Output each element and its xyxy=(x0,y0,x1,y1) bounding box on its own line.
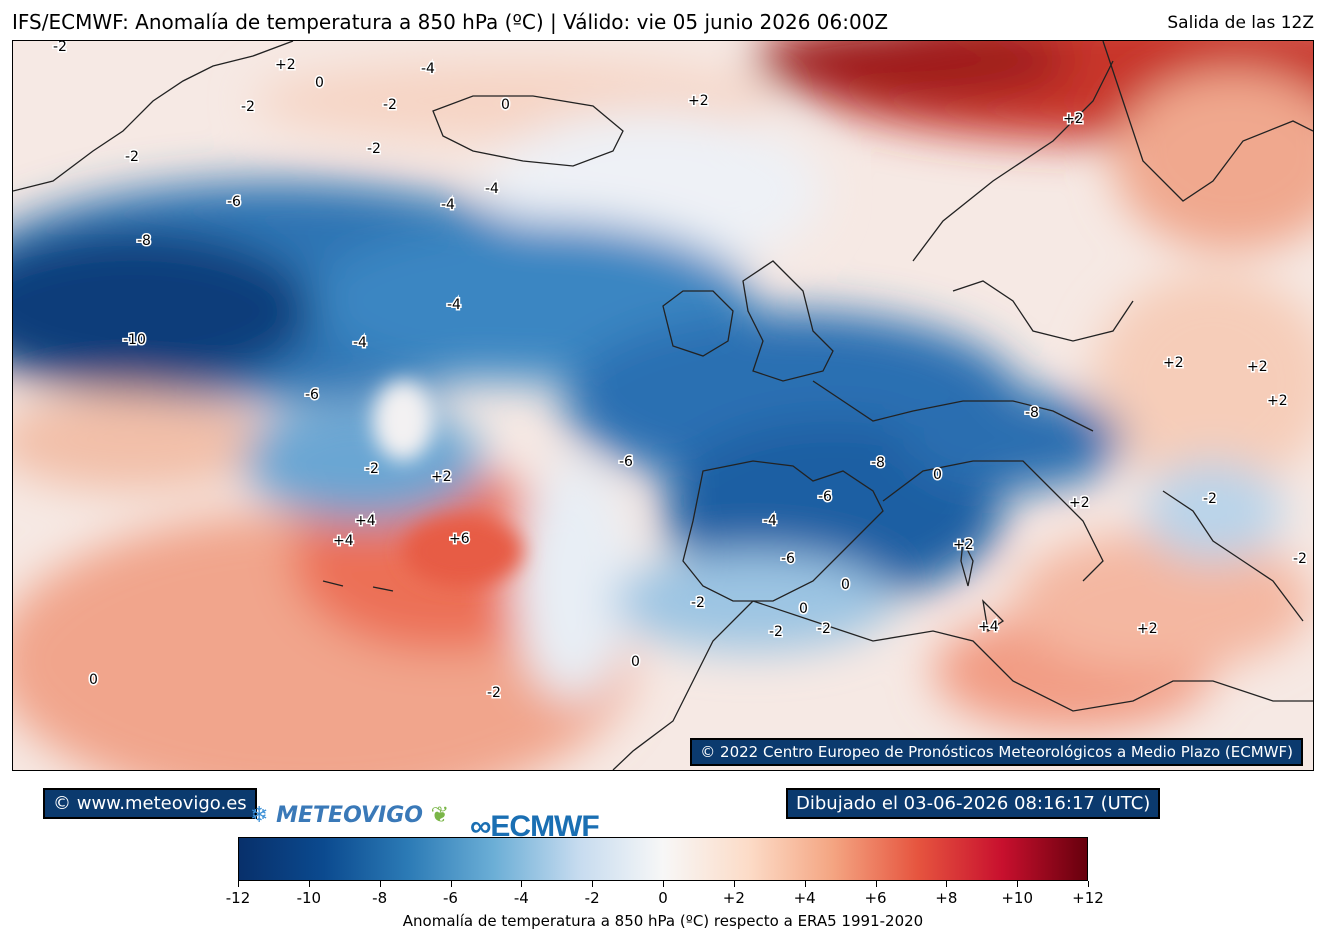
colorbar-tick xyxy=(804,881,806,887)
contour-labels: -2 +2 0 -4 -2 0 +2 -2 +2 -2 -2 -6 -4 -4 … xyxy=(52,41,1309,703)
contour-label: -4 xyxy=(447,297,461,313)
contour-label: +4 xyxy=(355,513,376,529)
contour-label: +6 xyxy=(449,531,470,547)
contour-label: +4 xyxy=(978,619,999,635)
contour-label: -2 xyxy=(53,41,67,55)
contour-label: -2 xyxy=(125,149,139,165)
contour-label: -2 xyxy=(365,461,379,477)
contour-label: -2 xyxy=(241,99,255,115)
meteovigo-logo: ❄ METEOVIGO ❦ xyxy=(250,803,449,828)
colorbar-tick-label: +6 xyxy=(864,889,887,907)
map-title: IFS/ECMWF: Anomalía de temperatura a 850… xyxy=(12,10,889,34)
colorbar-tick-label: -6 xyxy=(443,889,458,907)
colorbar-tick-label: -10 xyxy=(296,889,322,907)
contour-label: +2 xyxy=(1267,393,1288,409)
contour-label: -2 xyxy=(691,595,705,611)
colorbar xyxy=(238,837,1088,881)
colorbar-tick-label: -4 xyxy=(513,889,529,907)
anomaly-field xyxy=(13,41,1313,770)
leaf-icon: ❦ xyxy=(430,803,450,828)
colorbar-tick xyxy=(733,881,735,887)
colorbar-tick-label: +10 xyxy=(1001,889,1033,907)
colorbar-tick xyxy=(308,881,310,887)
colorbar-tick xyxy=(379,881,381,887)
contour-label: -4 xyxy=(485,181,499,197)
meteovigo-logo-text: METEOVIGO xyxy=(276,803,423,828)
contour-label: -4 xyxy=(421,61,435,77)
colorbar-tick-label: -8 xyxy=(372,889,388,907)
colorbar-tick xyxy=(592,881,594,887)
site-credit[interactable]: © www.meteovigo.es xyxy=(43,788,257,819)
contour-label: +2 xyxy=(431,469,452,485)
contour-label: +2 xyxy=(1063,111,1084,127)
colorbar-tick-label: +2 xyxy=(722,889,745,907)
temperature-anomaly-map: -2 +2 0 -4 -2 0 +2 -2 +2 -2 -2 -6 -4 -4 … xyxy=(12,40,1314,771)
colorbar-tick xyxy=(521,881,523,887)
ecmwf-mark-icon: ∞ xyxy=(470,810,491,843)
colorbar-tick-label: -12 xyxy=(225,889,251,907)
contour-label: -6 xyxy=(227,194,241,210)
contour-label: -10 xyxy=(123,332,146,348)
colorbar-tick xyxy=(875,881,877,887)
colorbar-tick-label: +12 xyxy=(1072,889,1104,907)
contour-label: +2 xyxy=(1137,621,1158,637)
colorbar-tick xyxy=(663,881,664,887)
colorbar-tick xyxy=(1017,881,1019,887)
contour-label: 0 xyxy=(631,654,640,670)
ecmwf-copyright: © 2022 Centro Europeo de Pronósticos Met… xyxy=(690,738,1303,766)
contour-label: -2 xyxy=(817,621,831,637)
colorbar-tick xyxy=(238,881,239,887)
contour-label: -2 xyxy=(367,141,381,157)
colorbar-tick-label: +8 xyxy=(935,889,958,907)
contour-label: -8 xyxy=(137,233,151,249)
contour-label: 0 xyxy=(89,672,98,688)
contour-label: +2 xyxy=(1069,495,1090,511)
colorbar-tick-label: +4 xyxy=(793,889,816,907)
contour-label: +2 xyxy=(1163,355,1184,371)
contour-label: +2 xyxy=(275,57,296,73)
colorbar-tick xyxy=(1088,881,1089,887)
contour-label: -2 xyxy=(383,97,397,113)
contour-label: -8 xyxy=(1025,405,1039,421)
contour-label: -4 xyxy=(353,335,367,351)
colorbar-tick xyxy=(946,881,948,887)
contour-label: -4 xyxy=(441,197,455,213)
coastlines xyxy=(13,41,1313,770)
contour-label: 0 xyxy=(315,75,324,91)
contour-label: 0 xyxy=(841,577,850,593)
contour-label: -2 xyxy=(1203,491,1217,507)
contour-label: -2 xyxy=(1293,551,1307,567)
contour-label: +4 xyxy=(333,533,354,549)
contour-label: -6 xyxy=(818,489,832,505)
contour-label: +2 xyxy=(1247,359,1268,375)
contour-label: -8 xyxy=(871,455,885,471)
contour-label: -2 xyxy=(487,685,501,701)
colorbar-tick xyxy=(450,881,452,887)
colorbar-tick-label: 0 xyxy=(658,889,668,907)
contour-label: -6 xyxy=(305,387,319,403)
snowflake-icon: ❄ xyxy=(250,803,269,828)
contour-label: -6 xyxy=(781,551,795,567)
colorbar-tick-label: -2 xyxy=(584,889,600,907)
colorbar-label: Anomalía de temperatura a 850 hPa (ºC) r… xyxy=(402,912,924,930)
contour-label: +2 xyxy=(953,537,974,553)
contour-label: -4 xyxy=(763,513,777,529)
contour-label: 0 xyxy=(501,97,510,113)
contour-label: -2 xyxy=(769,624,783,640)
contour-label: 0 xyxy=(933,467,942,483)
drawn-timestamp: Dibujado el 03-06-2026 08:16:17 (UTC) xyxy=(786,788,1161,819)
model-run-label: Salida de las 12Z xyxy=(1167,13,1314,33)
contour-label: +2 xyxy=(688,93,709,109)
contour-label: -6 xyxy=(619,454,633,470)
contour-label: 0 xyxy=(799,601,808,617)
